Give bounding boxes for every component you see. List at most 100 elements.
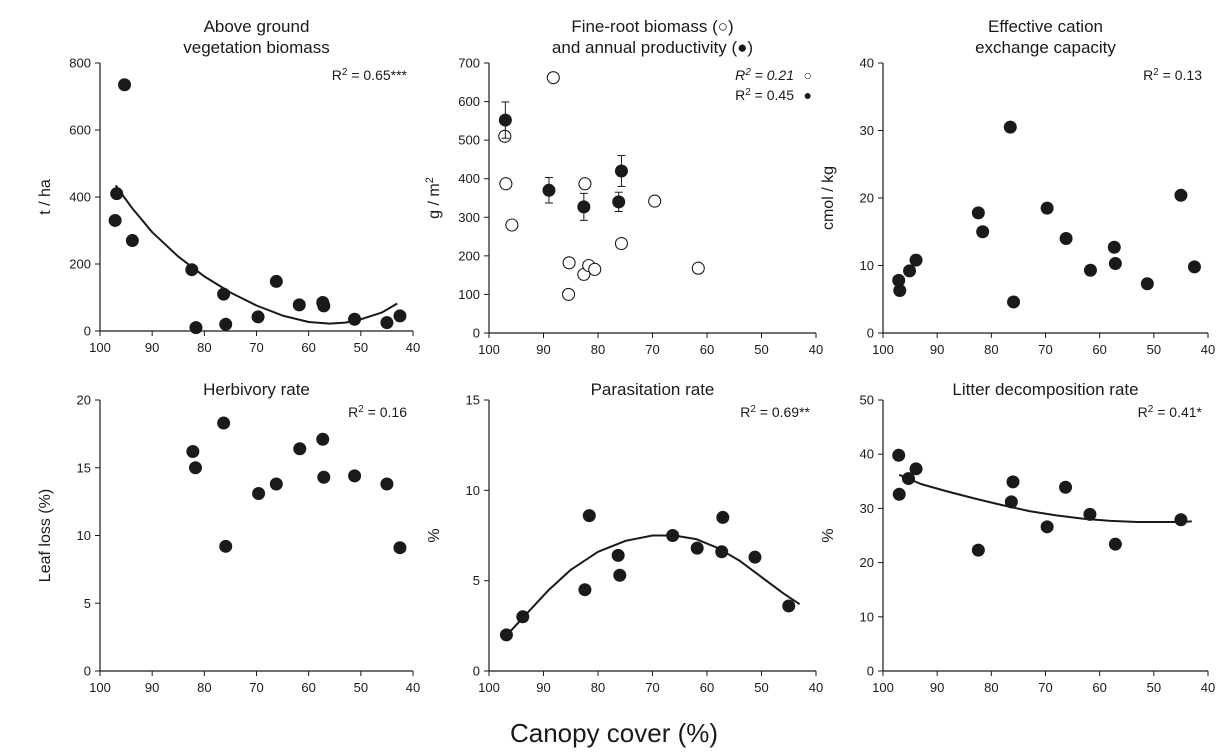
data-point xyxy=(1006,475,1020,489)
data-point xyxy=(219,539,233,553)
data-point xyxy=(1187,260,1201,274)
y-tick-label: 200 xyxy=(458,248,480,263)
x-tick-label: 60 xyxy=(1092,342,1106,357)
fit-curve xyxy=(898,473,1192,523)
data-point xyxy=(782,599,796,613)
x-tick-label: 40 xyxy=(809,342,823,357)
data-point xyxy=(1174,513,1188,527)
data-point xyxy=(348,469,362,483)
y-tick-label: 0 xyxy=(867,326,874,341)
chart-title-line: exchange capacity xyxy=(975,38,1116,57)
y-tick-label: 30 xyxy=(860,501,874,516)
chart-title-line: Above ground xyxy=(204,17,310,36)
chart-title-line: Effective cation xyxy=(988,17,1103,36)
data-point xyxy=(217,416,231,430)
x-tick-label: 90 xyxy=(536,680,550,695)
y-tick-label: 40 xyxy=(860,56,874,71)
x-tick-label: 70 xyxy=(645,680,659,695)
r-squared-sup: 2 xyxy=(750,404,756,415)
r-squared-sup: 2 xyxy=(744,67,751,78)
data-point xyxy=(716,510,730,524)
data-point xyxy=(562,287,576,301)
r-squared-annotation: R2 = 0.21 xyxy=(735,67,794,84)
chart-panel-6: 100 90 80 70 60 50 40 0 10 20 30 40 50 Litter decompo… xyxy=(820,380,1215,695)
x-tick-label: 60 xyxy=(1092,680,1106,695)
y-tick-label: 20 xyxy=(860,191,874,206)
data-point xyxy=(217,287,231,301)
shared-x-axis-label: Canopy cover (%) xyxy=(509,718,719,748)
data-point xyxy=(612,195,626,209)
y-tick-label: 400 xyxy=(458,171,480,186)
y-axis-label: g / m2 xyxy=(424,177,443,219)
y-tick-label: 15 xyxy=(77,460,91,475)
data-point xyxy=(892,487,906,501)
data-point xyxy=(380,477,394,491)
data-point xyxy=(691,261,705,275)
data-point xyxy=(1108,537,1122,551)
y-tick-label: 20 xyxy=(860,555,874,570)
data-point xyxy=(316,432,330,446)
x-tick-label: 80 xyxy=(984,342,998,357)
r-squared-value: = 0.13 xyxy=(1159,67,1202,83)
r-squared-sup: 2 xyxy=(342,67,348,78)
data-point xyxy=(1140,277,1154,291)
r-squared-sup: 2 xyxy=(1148,404,1154,415)
x-tick-label: 90 xyxy=(536,342,550,357)
r-squared-annotation: R2 = 0.13 xyxy=(1143,67,1202,84)
data-point xyxy=(546,71,560,85)
chart-title-line: Fine-root biomass (○) xyxy=(571,17,733,36)
r-squared-value: = 0.41* xyxy=(1153,404,1202,420)
data-point xyxy=(976,225,990,239)
data-point xyxy=(588,262,602,276)
data-point xyxy=(893,283,907,297)
chart-panel-5: 100 90 80 70 60 50 40 0 5 10 15 Parasitation rate% R… xyxy=(426,380,823,695)
r-squared-annotation: R2 = 0.69** xyxy=(740,404,810,421)
data-point xyxy=(971,543,985,557)
r-squared-value: = 0.45 xyxy=(751,87,794,103)
data-point xyxy=(185,263,199,277)
y-tick-label: 20 xyxy=(77,393,91,408)
y-axis-label: t / ha xyxy=(37,179,54,215)
series-open xyxy=(498,71,705,301)
data-point xyxy=(578,583,592,597)
x-tick-label: 100 xyxy=(872,680,894,695)
x-tick-label: 50 xyxy=(1147,342,1161,357)
chart-title-line: Herbivory rate xyxy=(203,380,310,399)
chart-title-line: Litter decomposition rate xyxy=(952,380,1138,399)
data-point xyxy=(892,448,906,462)
data-point xyxy=(909,253,923,267)
y-tick-label: 0 xyxy=(473,664,480,679)
data-point xyxy=(1007,295,1021,309)
x-tick-label: 100 xyxy=(89,680,111,695)
x-tick-label: 60 xyxy=(301,680,315,695)
series-filled xyxy=(108,78,407,335)
x-tick-label: 100 xyxy=(478,342,500,357)
x-tick-label: 60 xyxy=(301,340,315,355)
fit-curve xyxy=(114,184,398,325)
x-tick-label: 50 xyxy=(1147,680,1161,695)
series-filled xyxy=(498,101,628,221)
y-tick-label: 5 xyxy=(473,573,480,588)
y-axis-label: cmol / kg xyxy=(820,166,837,230)
y-tick-label: 15 xyxy=(466,393,480,408)
y-tick-label: 600 xyxy=(69,123,91,138)
data-point xyxy=(498,129,512,143)
data-point xyxy=(393,309,407,323)
r-squared-sup: 2 xyxy=(1153,67,1159,78)
series-filled xyxy=(892,448,1188,557)
y-tick-label: 40 xyxy=(860,447,874,462)
data-point xyxy=(269,477,283,491)
y-tick-label: 10 xyxy=(860,609,874,624)
data-point xyxy=(293,442,307,456)
data-point xyxy=(1004,495,1018,509)
x-tick-label: 90 xyxy=(145,340,159,355)
r-squared-annotation: R2 = 0.45 xyxy=(735,87,794,104)
data-point xyxy=(1040,201,1054,215)
x-tick-label: 50 xyxy=(754,680,768,695)
r-squared-sup: 2 xyxy=(358,404,364,415)
y-tick-label: 400 xyxy=(69,190,91,205)
data-point xyxy=(348,312,362,326)
y-tick-label: 0 xyxy=(867,664,874,679)
x-tick-label: 100 xyxy=(872,342,894,357)
data-point xyxy=(1059,232,1073,245)
